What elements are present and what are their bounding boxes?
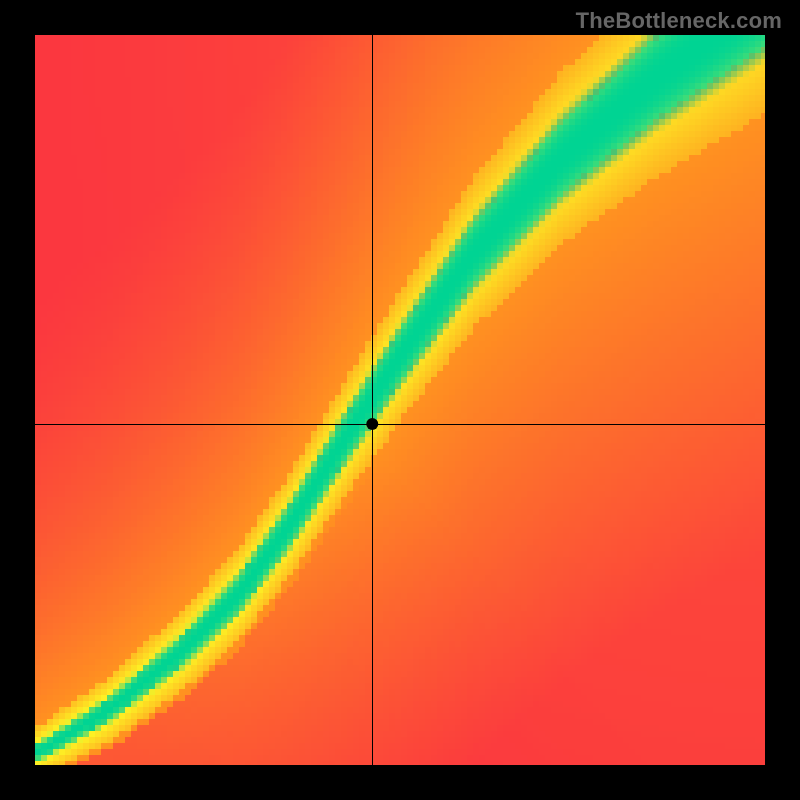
bottleneck-heatmap bbox=[0, 0, 800, 800]
watermark-text: TheBottleneck.com bbox=[576, 8, 782, 34]
